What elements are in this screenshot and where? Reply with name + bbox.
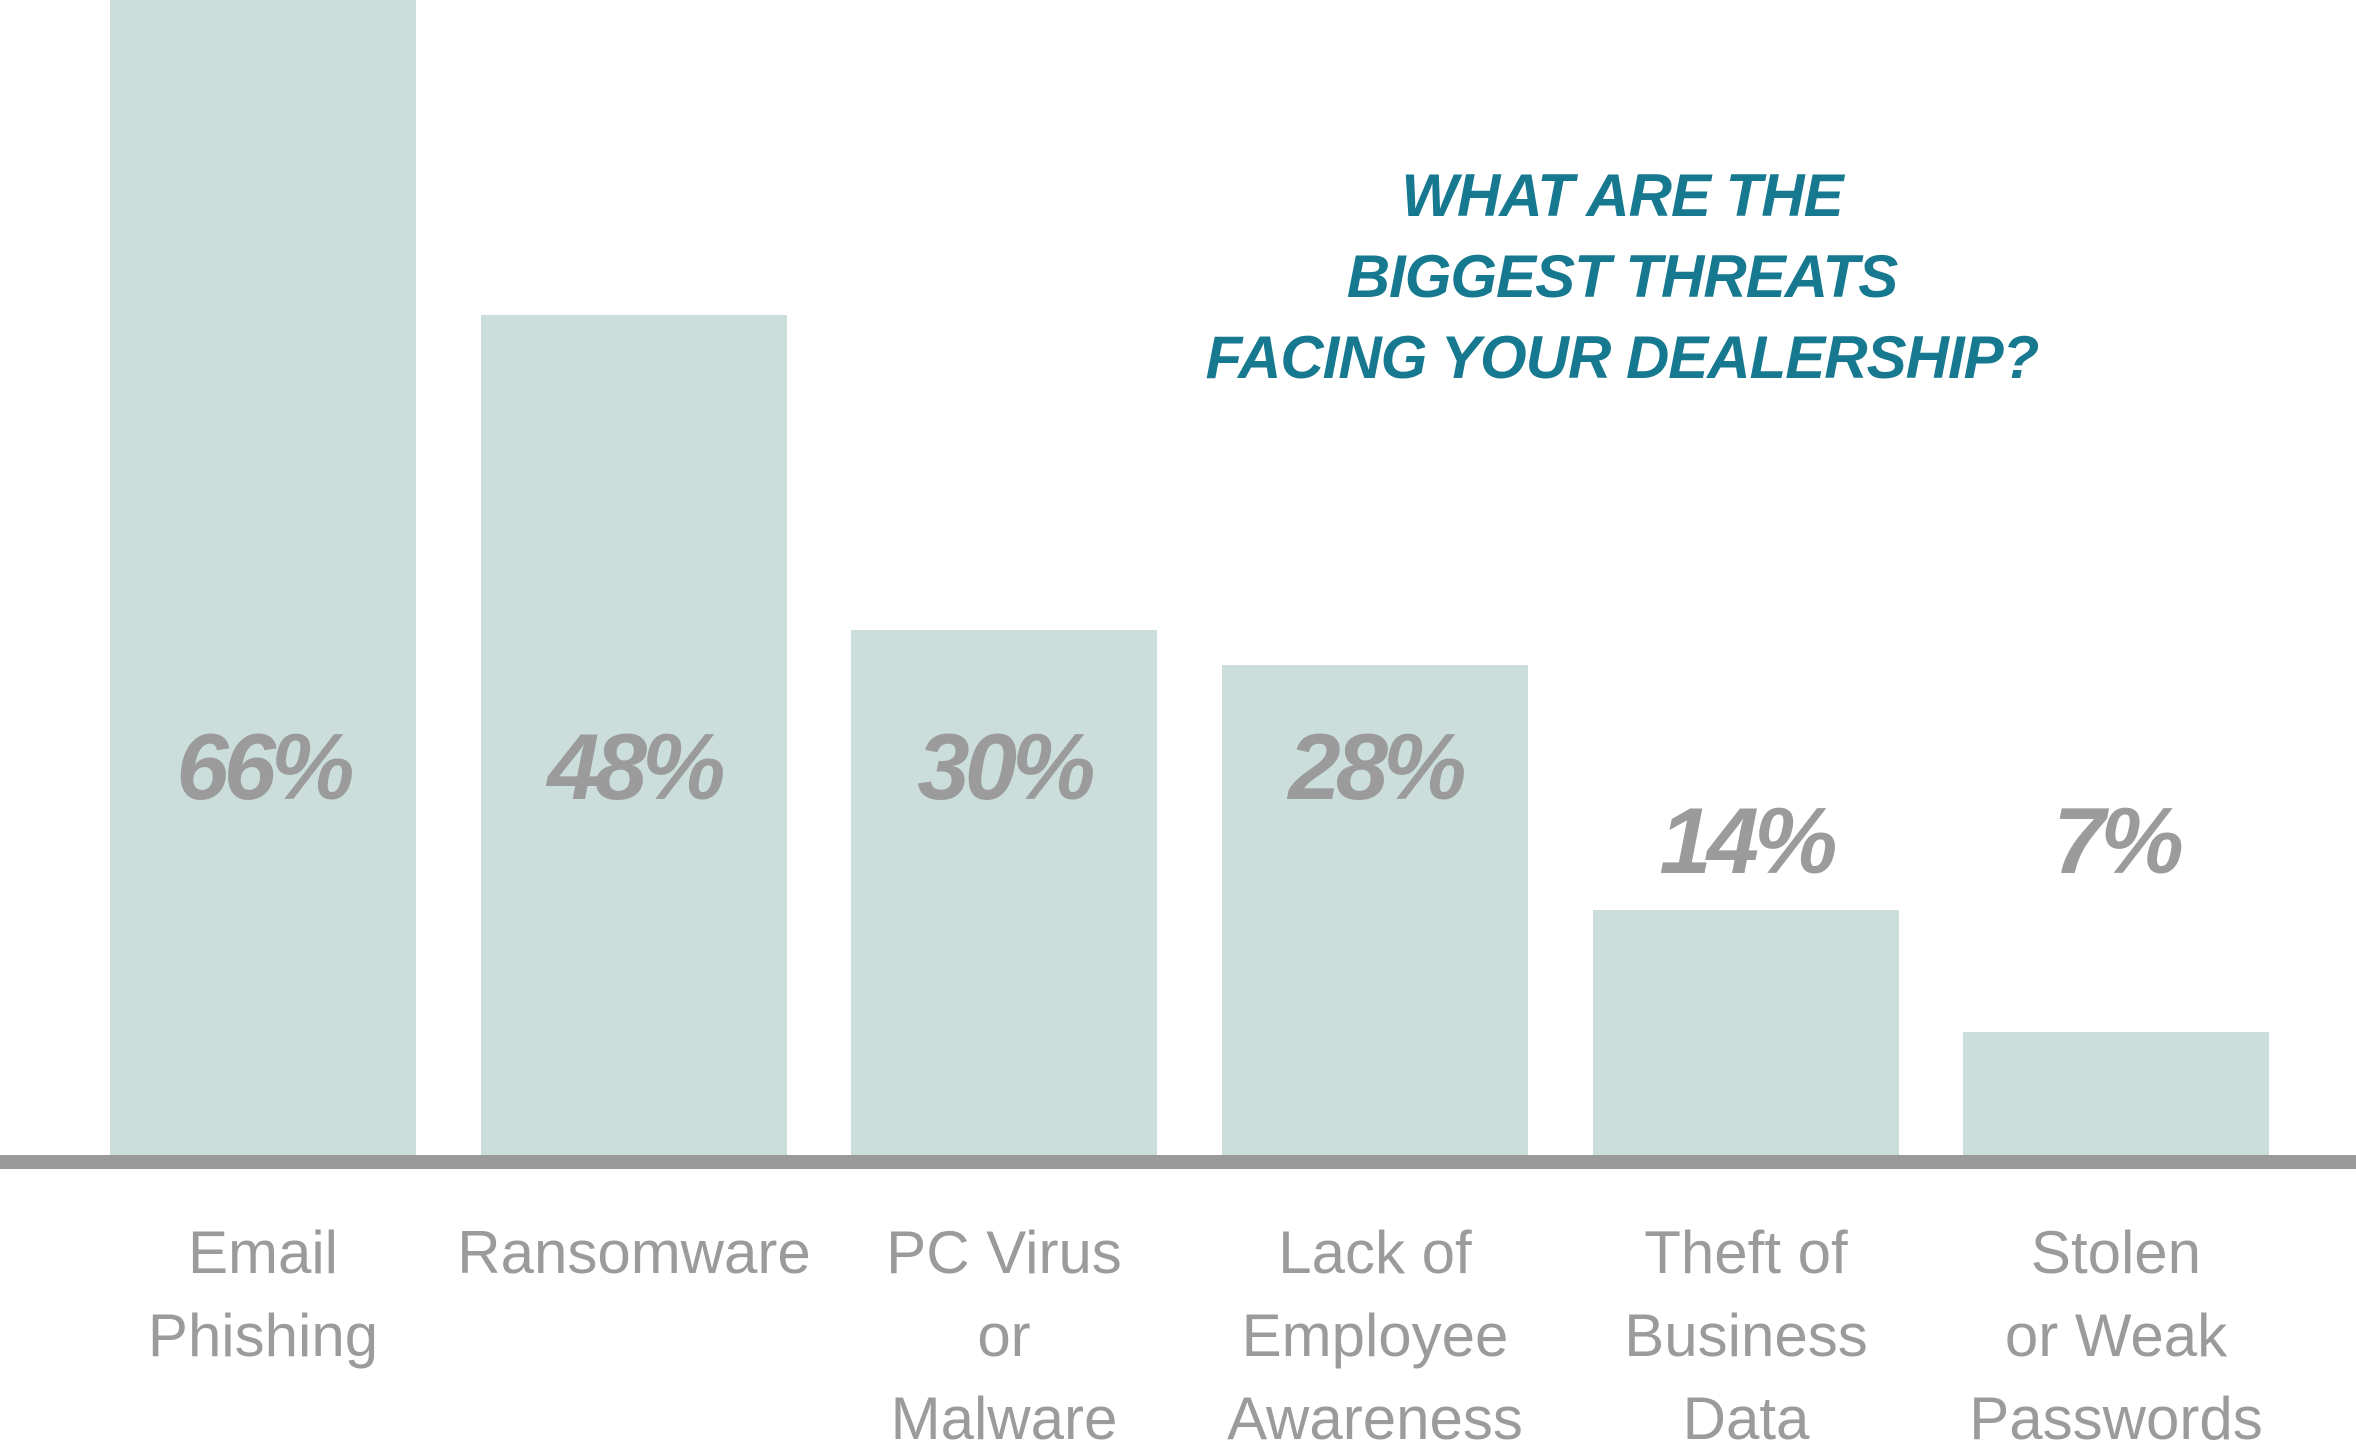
bar-category-label: Theft of Business Data — [1556, 1211, 1936, 1450]
chart-title: WHAT ARE THE BIGGEST THREATS FACING YOUR… — [1022, 155, 2222, 398]
bar-category-line: Awareness — [1227, 1385, 1523, 1450]
bar-category-label: Ransomware — [444, 1211, 824, 1294]
bar-category-line: or Weak — [2004, 1302, 2228, 1369]
bar-category-line: Malware — [890, 1385, 1118, 1450]
bar-category-label: PC Virus or Malware — [814, 1211, 1194, 1450]
chart-title-line: WHAT ARE THE — [1401, 162, 1843, 229]
bar-rect — [1222, 665, 1528, 1155]
chart-title-line: FACING YOUR DEALERSHIP? — [1205, 324, 2040, 391]
bar-category-line: Ransomware — [457, 1219, 811, 1286]
bar-category-label: Email Phishing — [73, 1211, 453, 1377]
bar-category-line: Passwords — [1969, 1385, 2263, 1450]
bar-rect — [851, 630, 1157, 1155]
bar-value-label: 28% — [1288, 714, 1466, 819]
bar-value-label: 7% — [2053, 788, 2184, 893]
bar-category-line: PC Virus — [886, 1219, 1122, 1286]
bar-category-line: Lack of — [1278, 1219, 1472, 1286]
bar-category-line: Theft of — [1644, 1219, 1848, 1286]
bar-value-label: 66% — [176, 714, 354, 819]
bar-rect — [481, 315, 787, 1155]
bar-value-label: 48% — [547, 714, 725, 819]
bar-category-line: Business — [1624, 1302, 1868, 1369]
bar-category-line: Stolen — [2030, 1219, 2202, 1286]
bar-rect — [1593, 910, 1899, 1155]
bar-category-line: Data — [1682, 1385, 1810, 1450]
x-axis-line — [0, 1155, 2356, 1169]
bar-category-label: Lack of Employee Awareness — [1185, 1211, 1565, 1450]
bar-value-label: 14% — [1659, 788, 1837, 893]
bar-rect — [110, 0, 416, 1155]
bar-value-label: 30% — [917, 714, 1095, 819]
bar-category-line: Email — [187, 1219, 339, 1286]
chart-title-line: BIGGEST THREATS — [1346, 243, 1899, 310]
bar-rect — [1963, 1032, 2269, 1155]
bar-category-line: Phishing — [147, 1302, 379, 1369]
bar-category-line: Employee — [1241, 1302, 1509, 1369]
bar-category-line: or — [977, 1302, 1031, 1369]
bar-category-label: Stolen or Weak Passwords — [1926, 1211, 2306, 1450]
